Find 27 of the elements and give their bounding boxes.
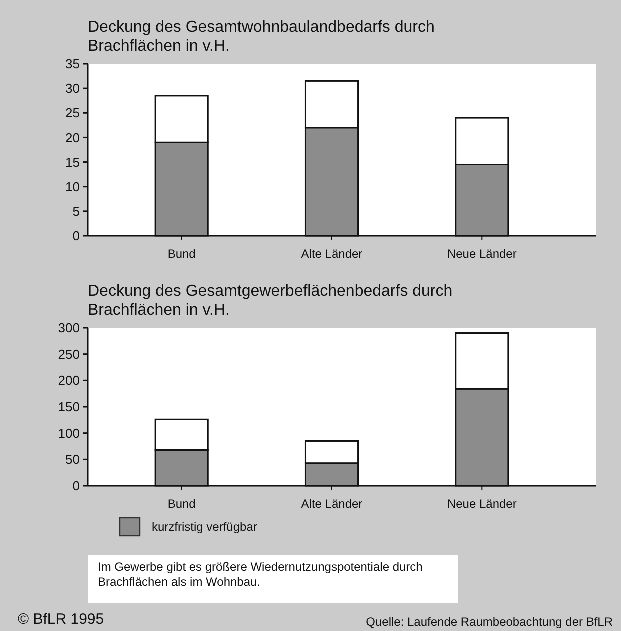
y-tick-label: 50 [66, 452, 80, 468]
x-tick-label: Bund [168, 247, 196, 261]
y-tick-label: 5 [72, 204, 80, 219]
y-tick-label: 250 [58, 346, 80, 362]
x-tick-label: Bund [168, 497, 196, 511]
y-tick-label: 10 [66, 179, 80, 194]
x-tick-label: Alte Länder [301, 247, 363, 261]
chart-title: Deckung des Gesamtgewerbeflächenbedarfs durch Brachflächen in v.H. [88, 283, 453, 319]
y-tick-label: 0 [72, 478, 80, 494]
y-tick-label: 30 [66, 81, 80, 96]
y-tick-label: 0 [72, 228, 80, 244]
chart-title: Deckung des Gesamtwohnbaulandbedarfs durch Brachflächen in v.H. [88, 19, 435, 55]
y-tick-label: 25 [66, 106, 80, 121]
y-tick-label: 100 [58, 426, 80, 441]
x-tick-label: Alte Länder [301, 497, 363, 511]
y-tick-label: 15 [66, 154, 80, 170]
x-tick-label: Neue Länder [447, 247, 517, 261]
text: © BfLR 1995 [18, 611, 104, 628]
y-tick-label: 150 [58, 400, 80, 415]
source-note: Quelle: Laufende Raumbeobachtung der BfLR [366, 615, 614, 629]
y-tick-label: 200 [58, 373, 80, 388]
y-tick-label: 300 [58, 320, 80, 336]
legend-label: kurzfristig verfügbar [152, 520, 258, 534]
text: Im Gewerbe gibt es größere Wiedernutzungspotentiale durch Brachflächen als im Wohnbau. [98, 560, 423, 589]
y-tick-label: 20 [66, 130, 80, 146]
y-tick-label: 35 [66, 56, 80, 72]
x-tick-label: Neue Länder [447, 497, 517, 511]
